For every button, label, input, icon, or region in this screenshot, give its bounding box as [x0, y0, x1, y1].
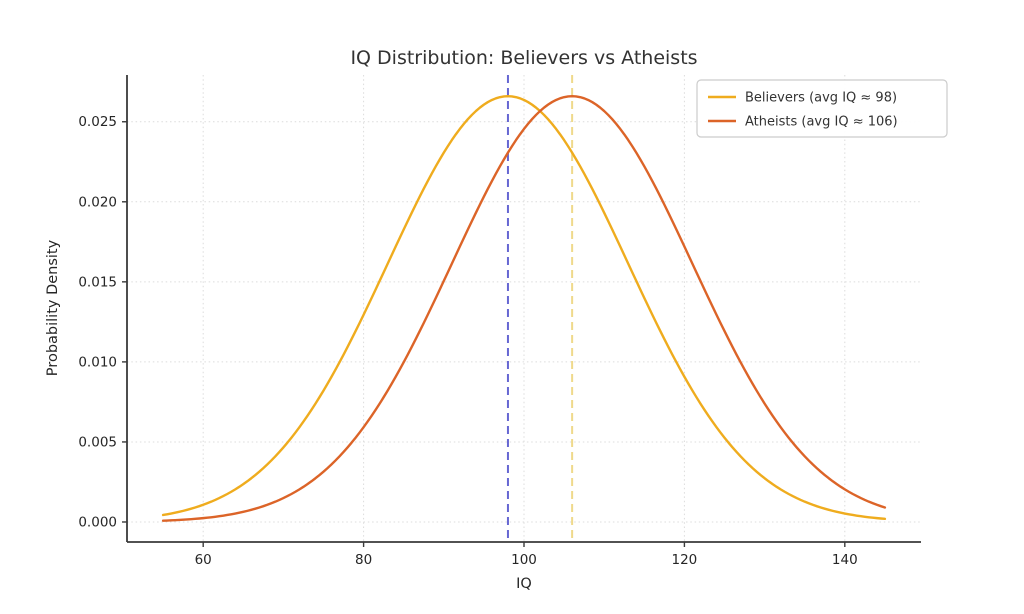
y-tick-label: 0.010 — [78, 354, 117, 370]
density-curve — [161, 94, 887, 522]
density-curves — [161, 94, 887, 522]
y-tick-label: 0.015 — [78, 274, 117, 290]
legend-entry-label: Believers (avg IQ ≈ 98) — [745, 91, 897, 106]
legend-entry-label: Atheists (avg IQ ≈ 106) — [745, 115, 898, 130]
y-tick-label: 0.020 — [78, 194, 117, 210]
chart-title: IQ Distribution: Believers vs Atheists — [350, 47, 697, 69]
x-tick-label: 80 — [355, 552, 372, 568]
mean-vlines — [506, 75, 574, 542]
x-tick-label: 60 — [195, 552, 212, 568]
axes — [122, 75, 921, 547]
legend-box — [696, 79, 948, 138]
grid-lines — [127, 75, 921, 542]
x-axis-label: IQ — [516, 576, 532, 592]
x-tick-label: 140 — [832, 552, 858, 568]
y-tick-label: 0.000 — [78, 514, 117, 530]
y-tick-label: 0.025 — [78, 114, 117, 130]
y-axis-label: Probability Density — [45, 239, 61, 376]
y-tick-label: 0.005 — [78, 434, 117, 450]
x-tick-label: 100 — [511, 552, 537, 568]
density-curve — [161, 94, 887, 521]
x-tick-label: 120 — [672, 552, 698, 568]
tick-labels: 60 80 100 120 140 0.000 0.005 0.010 0.015 0.020 0.… — [78, 114, 857, 568]
legend: Believers (avg IQ ≈ 98) Atheists (avg IQ … — [696, 79, 948, 138]
